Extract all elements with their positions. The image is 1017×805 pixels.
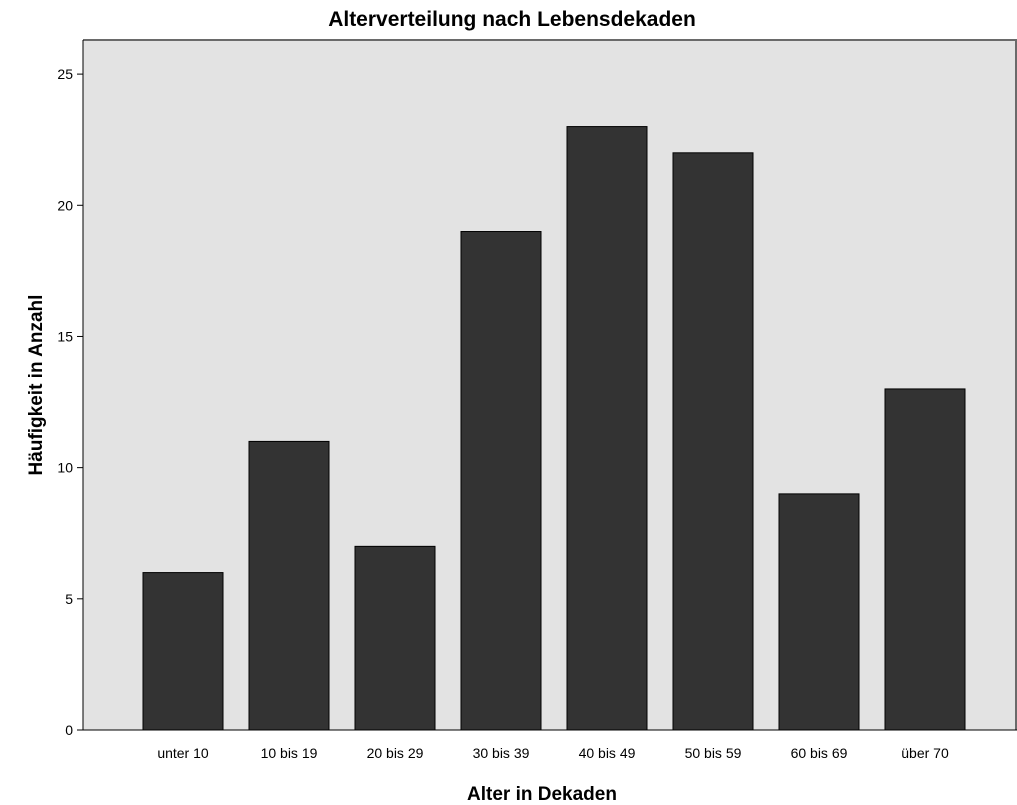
plot-area — [83, 40, 1017, 730]
x-tick-label: 30 bis 39 — [473, 745, 530, 761]
x-tick-label: über 70 — [901, 745, 949, 761]
x-tick-label: 20 bis 29 — [367, 745, 424, 761]
y-tick-label: 0 — [65, 722, 73, 738]
y-tick-label: 20 — [57, 197, 73, 213]
y-ticks-layer: 0 5 10 15 20 25 — [57, 66, 83, 738]
y-tick-label: 5 — [65, 591, 73, 607]
x-tick-label: 10 bis 19 — [261, 745, 318, 761]
x-tick-label: 60 bis 69 — [791, 745, 848, 761]
x-tick-label: unter 10 — [157, 745, 209, 761]
bar-4 — [566, 126, 648, 731]
x-ticks-layer: unter 10 10 bis 19 20 bis 29 30 bis 39 40 bi… — [157, 745, 949, 761]
bar-2 — [354, 545, 436, 731]
bars-layer — [142, 126, 966, 731]
bar-3 — [460, 231, 542, 731]
x-axis-title: Alter in Dekaden — [467, 784, 617, 805]
bar-1 — [248, 440, 330, 731]
bar-7 — [884, 388, 966, 731]
y-tick-label: 15 — [57, 328, 73, 344]
x-tick-label: 50 bis 59 — [685, 745, 742, 761]
y-tick-label: 25 — [57, 66, 73, 82]
bar-5 — [672, 152, 754, 731]
y-axis-title: Häufigkeit in Anzahl — [26, 295, 47, 476]
x-tick-label: 40 bis 49 — [579, 745, 636, 761]
y-tick-label: 10 — [57, 460, 73, 476]
chart-title: Alterverteilung nach Lebensdekaden — [328, 8, 696, 31]
bar-0 — [142, 572, 224, 731]
bar-6 — [778, 493, 860, 731]
